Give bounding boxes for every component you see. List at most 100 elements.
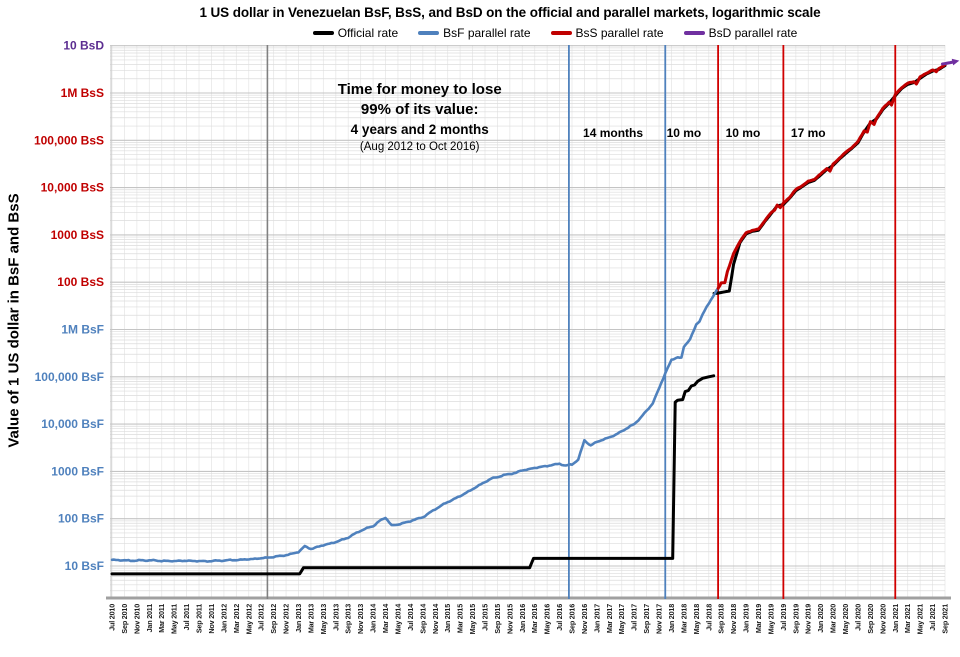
legend-item-bsd-parallel-rate: BsD parallel rate [683, 26, 798, 40]
x-tick-label: Jan 2017 [592, 604, 601, 633]
x-tick-label: Nov 2011 [207, 604, 216, 634]
y-axis-label: 100 BsS [57, 275, 104, 289]
series-official-rate-bss-era- [712, 64, 947, 295]
x-tick-label: Jan 2016 [518, 604, 527, 633]
legend-swatch [550, 31, 572, 35]
x-tick-label: Nov 2014 [431, 604, 440, 634]
x-tick-label: Sep 2021 [941, 604, 950, 634]
y-axis-title: Value of 1 US dollar in BsF and BsS [5, 193, 23, 448]
x-tick-label: Jul 2011 [182, 604, 191, 631]
x-tick-label: Jan 2020 [816, 604, 825, 633]
x-tick-label: Jan 2018 [667, 604, 676, 633]
legend-item-official-rate: Official rate [312, 26, 399, 40]
x-tick-label: Nov 2010 [132, 604, 141, 634]
x-tick-label: May 2018 [692, 604, 701, 635]
x-tick-label: Jul 2010 [108, 604, 117, 631]
x-tick-label: Jan 2021 [891, 604, 900, 633]
duration-label: 17 mo [790, 126, 826, 140]
y-axis-label: 100 BsF [58, 512, 104, 526]
x-tick-label: Mar 2021 [903, 604, 912, 633]
x-tick-label: Jul 2013 [331, 604, 340, 631]
x-tick-label: Jan 2015 [443, 604, 452, 633]
x-tick-label: Mar 2014 [381, 604, 390, 633]
legend-label: BsS parallel rate [575, 26, 664, 40]
x-tick-label: Mar 2019 [754, 604, 763, 633]
legend-swatch [683, 31, 705, 35]
x-tick-label: Mar 2012 [232, 604, 241, 633]
duration-label: 14 months [583, 126, 644, 140]
x-tick-label: Sep 2019 [791, 604, 800, 634]
y-axis-label: 1000 BsF [51, 464, 104, 478]
x-tick-label: Sep 2015 [493, 604, 502, 634]
x-tick-label: May 2014 [393, 604, 402, 635]
x-tick-label: May 2019 [766, 604, 775, 635]
x-tick-label: May 2011 [170, 604, 179, 634]
x-tick-label: Mar 2013 [306, 604, 315, 633]
duration-label: 10 mo [725, 126, 761, 140]
x-tick-label: Mar 2016 [530, 604, 539, 633]
x-tick-label: Sep 2014 [418, 604, 427, 634]
series-bss-parallel-rate [716, 63, 947, 290]
x-tick-label: Sep 2010 [120, 604, 129, 634]
x-tick-label: Jul 2012 [257, 604, 266, 631]
x-tick-label: Jan 2011 [145, 604, 154, 633]
x-tick-label: Nov 2013 [356, 604, 365, 634]
y-axis-label: 10,000 BsF [41, 417, 104, 431]
note-line-1: Time for money to lose [337, 81, 502, 98]
x-tick-label: Jul 2015 [480, 604, 489, 631]
x-tick-label: Jan 2014 [369, 604, 378, 633]
legend-label: BsD parallel rate [708, 26, 798, 40]
y-axis-label: 1000 BsS [51, 228, 104, 242]
x-tick-label: May 2021 [916, 604, 925, 635]
legend-swatch [312, 31, 334, 35]
y-axis-label: 10,000 BsS [41, 181, 104, 195]
x-tick-label: Jan 2012 [219, 604, 228, 633]
x-tick-label: Sep 2013 [344, 604, 353, 634]
legend-item-bss-parallel-rate: BsS parallel rate [550, 26, 664, 40]
x-tick-label: May 2020 [841, 604, 850, 635]
note-line-4: (Aug 2012 to Oct 2016) [359, 141, 480, 153]
x-tick-label: Jan 2013 [294, 604, 303, 633]
legend-label: Official rate [337, 26, 399, 40]
x-tick-label: May 2016 [543, 604, 552, 635]
series-official-rate-bsf-era- [110, 374, 716, 576]
x-tick-label: Nov 2012 [282, 604, 291, 634]
duration-label: 10 mo [666, 126, 702, 140]
legend-swatch [418, 31, 440, 35]
x-tick-label: Nov 2016 [580, 604, 589, 634]
x-tick-label: Sep 2020 [866, 604, 875, 634]
x-tick-label: Sep 2016 [568, 604, 577, 634]
x-tick-label: Sep 2011 [195, 604, 204, 633]
legend: Official rate BsF parallel rate BsS parall… [75, 26, 960, 40]
x-tick-label: Mar 2015 [456, 604, 465, 633]
x-tick-label: Jul 2021 [928, 604, 937, 631]
y-axis-label: 1M BsS [61, 86, 104, 100]
note-line-2: 99% of its value: [360, 101, 479, 118]
x-tick-label: Mar 2011 [157, 604, 166, 633]
x-tick-label: Nov 2015 [505, 604, 514, 634]
x-tick-label: Jul 2019 [779, 604, 788, 631]
y-axis-label: 10 BsD [63, 39, 104, 53]
x-tick-label: May 2012 [244, 604, 253, 635]
legend-label: BsF parallel rate [443, 26, 531, 40]
y-axis-label: 100,000 BsF [35, 370, 104, 384]
x-tick-label: May 2015 [468, 604, 477, 635]
arrow-head [951, 58, 960, 66]
series-bsf-parallel-rate [110, 287, 720, 563]
x-tick-label: Jul 2017 [630, 604, 639, 631]
legend-item-bsf-parallel-rate: BsF parallel rate [418, 26, 531, 40]
x-tick-label: Nov 2017 [655, 604, 664, 634]
x-tick-label: Jul 2020 [853, 604, 862, 631]
series-bsd-parallel-rate [941, 60, 954, 66]
x-tick-label: May 2017 [617, 604, 626, 635]
x-tick-label: Nov 2018 [729, 604, 738, 634]
note-line-3: 4 years and 2 months [350, 122, 489, 137]
x-tick-label: Jul 2014 [406, 604, 415, 631]
x-tick-label: Jul 2018 [704, 604, 713, 631]
chart-title: 1 US dollar in Venezuelan BsF, BsS, and … [199, 5, 821, 20]
x-tick-label: Sep 2012 [269, 604, 278, 634]
x-tick-label: Mar 2018 [679, 604, 688, 633]
y-axis-label: 1M BsF [61, 323, 104, 337]
